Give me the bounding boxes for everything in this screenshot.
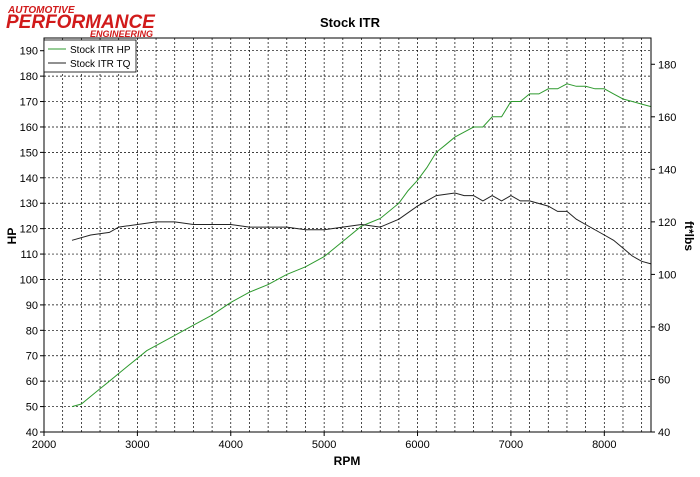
legend-box [43,39,137,73]
series-lines [71,83,652,408]
logo-line2: PERFORMANCE [6,12,156,33]
y2-tick-label: 80 [658,322,670,334]
legend: Stock ITR HP Stock ITR TQ [43,39,137,73]
y-tick-label: 130 [20,198,38,210]
x-tick-label: 4000 [219,439,243,451]
y2-tick-label: 120 [658,217,676,229]
y-tick-label: 160 [20,122,38,134]
y-tick-label: 50 [26,402,38,414]
y-tick-label: 90 [26,300,38,312]
x-tick-label: 2000 [32,439,56,451]
x-tick-label: 5000 [312,439,336,451]
company-logo: AUTOMOTIVE PERFORMANCE ENGINEERING [6,5,156,39]
logo-line1: AUTOMOTIVE [7,5,75,16]
series-line-tq [71,192,652,265]
y-tick-label: 150 [20,147,38,159]
y-axis-ticks: 40 50 60 70 80 90 100 110 120 130 140 150 160 170 180 1… [20,46,44,439]
series-line-hp [71,83,652,408]
y-tick-label: 120 [20,224,38,236]
y-tick-label: 110 [20,249,38,261]
y2-tick-label: 140 [658,164,676,176]
y-tick-label: 180 [20,71,38,83]
y-tick-label: 40 [26,427,38,439]
y-tick-label: 60 [26,376,38,388]
x-tick-label: 8000 [592,439,616,451]
y-tick-label: 80 [26,325,38,337]
y-tick-label: 70 [26,351,38,363]
plot-frame [43,37,652,433]
legend-label-hp: Stock ITR HP [70,45,131,56]
x-axis-title: RPM [334,454,361,468]
y2-tick-label: 40 [658,427,670,439]
y-tick-label: 190 [20,46,38,58]
y2-tick-label: 180 [658,59,676,71]
y2-axis-title: ft*lbs [682,221,696,251]
x-tick-label: 6000 [405,439,429,451]
x-axis-ticks: 2000 3000 4000 5000 6000 7000 8000 [32,432,617,451]
gridlines [44,38,651,432]
x-tick-label: 7000 [499,439,523,451]
y2-tick-label: 100 [658,269,676,281]
y2-tick-label: 160 [658,112,676,124]
legend-label-tq: Stock ITR TQ [70,59,131,70]
y-tick-label: 140 [20,173,38,185]
logo-line3: ENGINEERING [90,29,153,39]
chart-title: Stock ITR [320,15,381,30]
x-tick-label: 3000 [125,439,149,451]
y2-axis-ticks: 40 60 80 100 120 140 160 180 [651,59,676,439]
y-tick-label: 170 [20,97,38,109]
y-tick-label: 100 [20,274,38,286]
y2-tick-label: 60 [658,374,670,386]
y-axis-title: HP [5,228,19,245]
